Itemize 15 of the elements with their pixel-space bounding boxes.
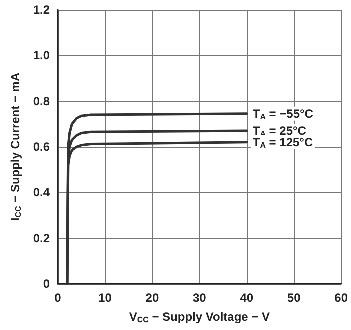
y-tick-label: 0.2 [33, 231, 50, 246]
x-tick-label: 60 [334, 291, 348, 305]
x-tick-label: 0 [54, 291, 62, 305]
y-tick-label: 1.0 [33, 48, 50, 63]
y-tick-label: 0.6 [33, 140, 50, 154]
y-axis-title: ICC − Supply Current − mA [8, 72, 23, 222]
x-tick-label: 20 [146, 291, 160, 305]
x-tick-label: 40 [240, 291, 254, 305]
x-tick-label: 50 [287, 291, 302, 305]
y-tick-label: 0.4 [33, 186, 50, 200]
x-tick-label: 30 [192, 291, 207, 305]
y-tick-label: 0 [43, 277, 50, 291]
y-tick-label: 0.8 [33, 94, 50, 108]
y-tick-label: 1.2 [33, 3, 50, 17]
x-tick-label: 10 [98, 291, 112, 305]
